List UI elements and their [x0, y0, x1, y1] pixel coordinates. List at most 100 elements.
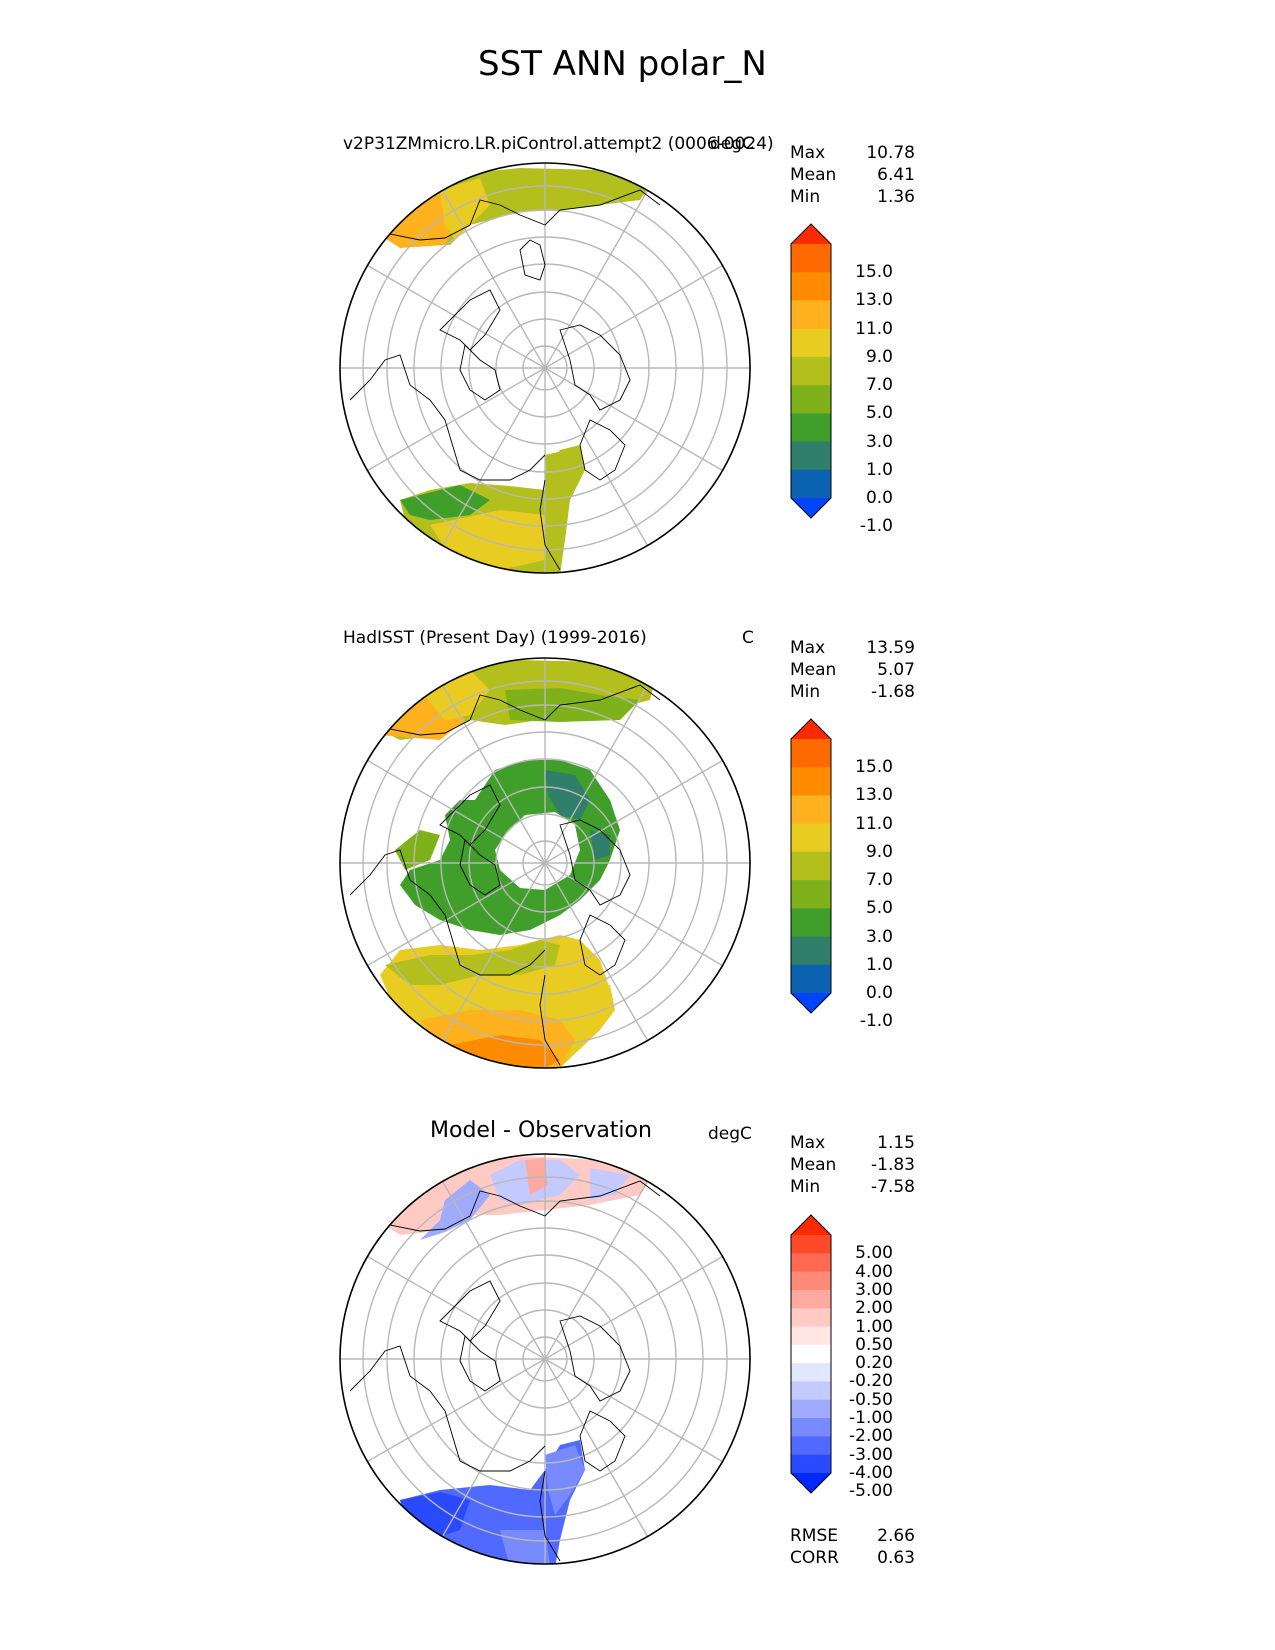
colorbar-model-tick-label: 5.0 [865, 403, 893, 424]
colorbar-obs-tick-label: -1.0 [859, 1011, 893, 1032]
colorbar-diff-bin [791, 1271, 831, 1291]
panel-diff-stat-min-label: Min [790, 1177, 821, 1197]
colorbar-diff-bin [791, 1363, 831, 1382]
panel-obs-stat-max-value: 13.59 [866, 638, 915, 658]
map-obs-field [380, 660, 655, 1068]
colorbar-diff-tick-label: -5.00 [849, 1481, 893, 1502]
colorbar-diff-bin [791, 1436, 831, 1456]
colorbar-diff-bin [791, 1454, 831, 1474]
panel-diff-title: Model - Observation [430, 1118, 652, 1143]
map-diff-field [385, 1156, 650, 1564]
map-diff-boundary [339, 1153, 751, 1565]
colorbar-diff-tick-label: -0.50 [849, 1389, 893, 1410]
panel-model-stat-min-label: Min [790, 187, 821, 207]
colorbar-obs-bin [791, 851, 831, 881]
colorbar-diff-extend-max [791, 1215, 831, 1235]
colorbar-diff-outline [790, 1214, 832, 1494]
map-obs [339, 657, 751, 1069]
colorbar-obs-extend-max [791, 719, 831, 739]
panel-diff-rmse-label: RMSE [790, 1526, 839, 1546]
colorbar-model-tick-label: 9.0 [865, 346, 893, 367]
colorbar-diff [790, 1214, 832, 1494]
colorbar-diff-tick-label: 2.00 [855, 1298, 893, 1319]
colorbar-diff-bin [791, 1235, 831, 1254]
panel-obs-stat-mean-label: Mean [790, 660, 837, 680]
map-obs-coastlines [349, 684, 661, 1066]
colorbar-model-bin [791, 441, 831, 471]
figure-title: SST ANN polar_N [478, 44, 767, 84]
colorbar-model-bin [791, 272, 831, 301]
map-obs-graticule [340, 658, 750, 1068]
colorbar-obs-bin [791, 795, 831, 825]
colorbar-model-extend-max [791, 224, 831, 244]
panel-diff-stat-min-value: -7.58 [871, 1177, 915, 1197]
colorbar-obs-tick-label: 15.0 [855, 757, 893, 778]
panel-model-stat-mean-label: Mean [790, 165, 837, 185]
panel-obs-stat-min-label: Min [790, 682, 821, 702]
colorbar-model-bin [791, 469, 831, 499]
panel-diff-stat-mean-label: Mean [790, 1155, 837, 1175]
panel-model-stat-mean-value: 6.41 [877, 165, 915, 185]
colorbar-model-outline [790, 223, 832, 519]
colorbar-diff-bin [791, 1289, 831, 1309]
panel-diff-stat-max-value: 1.15 [877, 1133, 915, 1153]
colorbar-diff-tick-label: 1.00 [855, 1316, 893, 1337]
colorbar-obs-tick-label: 3.0 [865, 926, 893, 947]
colorbar-diff-extend-min [791, 1473, 831, 1493]
colorbar-obs-outline [790, 718, 832, 1014]
colorbar-obs-tick-label: 13.0 [855, 785, 893, 806]
map-diff-graticule [340, 1154, 750, 1564]
colorbar-model [790, 223, 832, 519]
map-model-graticule [340, 163, 750, 573]
colorbar-model-bin [791, 385, 831, 414]
map-model [339, 162, 751, 574]
colorbar-obs-tick-label: 7.0 [865, 870, 893, 891]
colorbar-diff-tick-label: -3.00 [849, 1444, 893, 1465]
panel-model-title: v2P31ZMmicro.LR.piControl.attempt2 (0006… [343, 134, 774, 154]
colorbar-obs-bin [791, 823, 831, 853]
map-diff [339, 1153, 751, 1565]
colorbar-model-tick-label: 11.0 [855, 318, 893, 339]
colorbar-obs-tick-label: 5.0 [865, 898, 893, 919]
colorbar-model-extend-min [791, 498, 831, 518]
colorbar-model-bin [791, 356, 831, 386]
map-model-boundary [339, 162, 751, 574]
colorbar-obs [790, 718, 832, 1014]
colorbar-model-tick-label: -1.0 [859, 516, 893, 537]
panel-model-stat-min-value: 1.36 [877, 187, 915, 207]
panel-diff-rmse-value: 2.66 [877, 1526, 915, 1546]
colorbar-obs-bin [791, 908, 831, 938]
panel-diff-corr-value: 0.63 [877, 1548, 915, 1568]
colorbar-model-tick-label: 15.0 [855, 262, 893, 283]
panel-diff-corr-label: CORR [790, 1548, 839, 1568]
colorbar-model-bin [791, 413, 831, 443]
colorbar-diff-tick-label: -1.00 [849, 1408, 893, 1429]
colorbar-model-tick-label: 13.0 [855, 290, 893, 311]
panel-obs-stat-min-value: -1.68 [871, 682, 915, 702]
colorbar-diff-bin [791, 1344, 831, 1364]
colorbar-obs-tick-label: 11.0 [855, 813, 893, 834]
panel-model-stat-max-value: 10.78 [866, 143, 915, 163]
colorbar-model-tick-label: 0.0 [865, 488, 893, 508]
colorbar-obs-extend-min [791, 993, 831, 1013]
colorbar-model-bin [791, 328, 831, 358]
colorbar-diff-tick-label: 0.50 [855, 1334, 893, 1355]
colorbar-diff-bin [791, 1399, 831, 1419]
map-obs-boundary [339, 657, 751, 1069]
colorbar-obs-tick-label: 9.0 [865, 841, 893, 862]
colorbar-diff-bin [791, 1418, 831, 1437]
colorbar-model-tick-label: 3.0 [865, 431, 893, 452]
colorbar-obs-bin [791, 936, 831, 966]
panel-model-stat-max-label: Max [790, 143, 826, 163]
colorbar-obs-bin [791, 739, 831, 768]
colorbar-diff-tick-label: -2.00 [849, 1426, 893, 1447]
colorbar-obs-tick-label: 0.0 [865, 983, 893, 1003]
map-diff-coastlines [349, 1180, 661, 1562]
panel-obs-units: C [742, 628, 754, 648]
colorbar-diff-bin [791, 1381, 831, 1401]
colorbar-diff-tick-label: 5.00 [855, 1243, 893, 1264]
colorbar-model-bin [791, 300, 831, 330]
colorbar-diff-tick-label: 4.00 [855, 1261, 893, 1282]
colorbar-model-tick-label: 7.0 [865, 375, 893, 396]
